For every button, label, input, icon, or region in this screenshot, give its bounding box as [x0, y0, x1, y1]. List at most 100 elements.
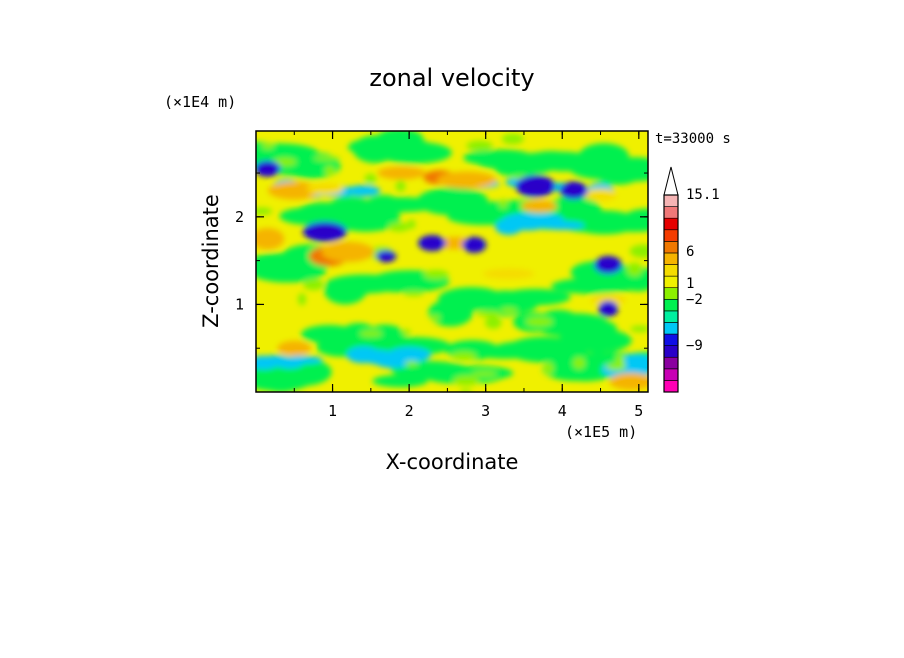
colorbar-label: −2: [686, 292, 703, 308]
field-lime-patch: [543, 361, 554, 375]
field-lime-patch: [629, 244, 648, 258]
field-darkblue-patch: [422, 238, 443, 249]
field-lime-patch: [313, 156, 341, 161]
field-lime-patch: [395, 180, 406, 192]
field-warm-patch: [436, 171, 497, 189]
field-warm-patch: [306, 183, 344, 195]
colorbar-swatch: [663, 287, 679, 300]
field-lime-patch: [605, 362, 627, 371]
colorbar-swatch: [663, 380, 679, 393]
field-green-patch: [500, 288, 571, 306]
field-lime-patch: [484, 316, 502, 329]
field-cyan-patch: [346, 185, 381, 197]
field-lime-patch: [429, 314, 441, 321]
field-green-patch: [624, 208, 648, 227]
colorbar-label: −9: [686, 338, 703, 354]
field-lime-patch: [501, 133, 524, 145]
field-lime-patch: [256, 207, 273, 216]
colorbar-swatch: [663, 356, 679, 370]
field-lime-patch: [630, 325, 648, 333]
field-darkblue-patch: [258, 163, 277, 174]
y-tick-label: 1: [235, 295, 244, 313]
colorbar-swatch: [663, 298, 679, 312]
field-darkblue-patch: [598, 259, 619, 272]
colorbar-label: 6: [686, 244, 694, 260]
time-label: t=33000 s: [655, 131, 731, 147]
field-lime-patch: [423, 269, 450, 280]
field-green-patch: [377, 141, 452, 164]
colorbar: 15.1 6 1−2 −9: [663, 166, 720, 393]
colorbar-swatch: [663, 345, 679, 358]
field-darkblue-patch: [380, 253, 393, 260]
field-warm-patch: [321, 241, 375, 262]
field-lime-patch: [498, 198, 508, 209]
x-tick-label: 4: [558, 402, 567, 420]
field-warm-patch: [277, 340, 312, 356]
field-lime-patch: [466, 140, 493, 152]
field-lime-patch: [359, 330, 383, 337]
field-lime-patch: [471, 371, 498, 377]
field-lime-patch: [453, 375, 480, 386]
plot-frame: [255, 130, 649, 393]
field-lime-patch: [388, 222, 410, 232]
field-blobs: [256, 131, 648, 392]
colorbar-frame: [663, 194, 679, 393]
field-lime-patch: [364, 173, 377, 184]
colorbar-swatch: [663, 322, 679, 335]
field-lime-patch: [450, 351, 477, 361]
field-darkblue-patch: [466, 239, 483, 250]
axis-ticks: 1 2 3 4 5 1 2: [235, 131, 648, 420]
field-lime-patch: [475, 310, 502, 317]
field-cyan-patch: [539, 221, 585, 231]
field-darkblue-patch: [306, 224, 343, 239]
field-lime-patch: [403, 290, 424, 297]
field-cyan-patch: [628, 360, 648, 370]
field-green-patch: [572, 319, 617, 338]
colorbar-swatch: [663, 252, 679, 265]
colorbar-swatch: [663, 229, 679, 242]
y-scale-label: (×1E4 m): [164, 93, 236, 111]
field-warm-patch: [521, 199, 557, 213]
y-axis-label: Z-coordinate: [199, 194, 223, 328]
x-scale-label: (×1E5 m): [565, 423, 637, 441]
field-warm-patch: [267, 181, 321, 200]
colorbar-arrow: [663, 166, 679, 196]
colorbar-swatch: [663, 264, 679, 277]
x-tick-label: 3: [481, 402, 490, 420]
field-warm-patch: [377, 166, 426, 180]
field-darkblue-patch: [563, 184, 584, 197]
field-warm-patch: [590, 294, 627, 306]
field-green-patch: [416, 187, 489, 216]
colorbar-swatch: [663, 275, 679, 289]
x-tick-label: 2: [405, 402, 414, 420]
field-lime-patch: [261, 143, 275, 150]
velocity-field: [256, 131, 648, 392]
field-lime-patch: [525, 317, 553, 327]
field-warm-patch: [583, 188, 618, 202]
field-lime-patch: [324, 165, 336, 176]
x-tick-label: 5: [634, 402, 643, 420]
field-warm-patch: [609, 373, 648, 390]
field-green-patch: [625, 158, 648, 181]
field-green-patch: [339, 322, 379, 349]
colorbar-swatch: [663, 194, 679, 207]
field-warm-patch: [482, 268, 535, 279]
field-cyan-patch: [281, 355, 323, 364]
field-lime-patch: [272, 157, 297, 166]
field-lime-patch: [572, 357, 586, 369]
colorbar-swatch: [663, 217, 679, 231]
x-tick-label: 1: [328, 402, 337, 420]
x-axis-label: X-coordinate: [386, 450, 519, 474]
colorbar-swatch: [663, 241, 679, 254]
field-lime-patch: [401, 329, 411, 335]
field-lime-patch: [404, 360, 419, 366]
colorbar-label: 15.1: [686, 187, 720, 203]
colorbar-label: 1: [686, 276, 694, 292]
field-darkblue-patch: [519, 178, 552, 195]
field-darkblue-patch: [602, 303, 615, 314]
field-cyan-patch: [387, 347, 432, 363]
field-lime-patch: [500, 307, 518, 314]
field-warm-patch: [256, 228, 285, 250]
